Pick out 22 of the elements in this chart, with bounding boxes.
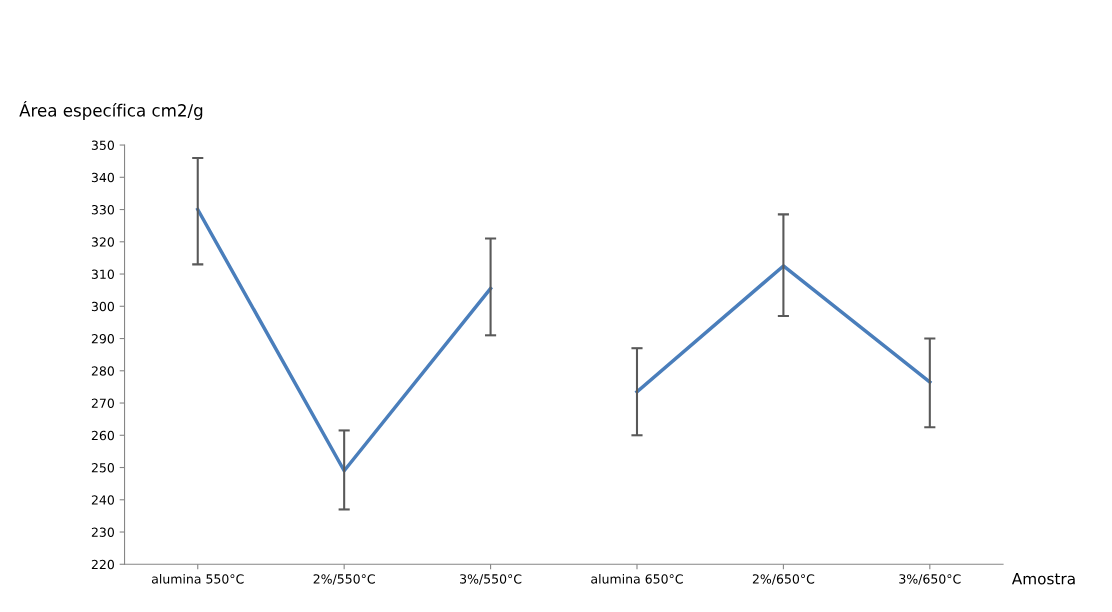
y-tick-label: 260	[91, 430, 114, 441]
x-tick-label: 2%/550°C	[313, 574, 375, 585]
x-tick-label: 3%/650°C	[899, 574, 961, 585]
y-tick-label: 350	[91, 140, 114, 150]
y-tick-label: 280	[91, 366, 114, 376]
y-tick-label: 250	[91, 462, 114, 473]
x-tick-label: 2%/650°C	[752, 574, 815, 585]
y-tick-label: 230	[91, 527, 114, 537]
y-axis-title: Área específica cm2/g	[19, 101, 203, 120]
x-axis-title: Amostra	[1011, 573, 1075, 585]
x-tick-label: alumina 650°C	[591, 573, 683, 584]
y-tick-label: 340	[91, 172, 114, 183]
y-tick-label: 290	[91, 334, 114, 344]
x-tick-label: 3%/550°C	[460, 574, 522, 585]
y-tick-label: 330	[91, 205, 114, 215]
y-tick-label: 240	[91, 495, 114, 505]
y-tick-label: 220	[91, 559, 114, 570]
y-tick-label: 270	[91, 398, 114, 408]
x-tick-label: alumina 550°C	[151, 573, 244, 584]
y-tick-label: 310	[91, 269, 114, 279]
y-tick-label: 320	[91, 237, 114, 247]
y-tick-label: 300	[91, 301, 114, 312]
